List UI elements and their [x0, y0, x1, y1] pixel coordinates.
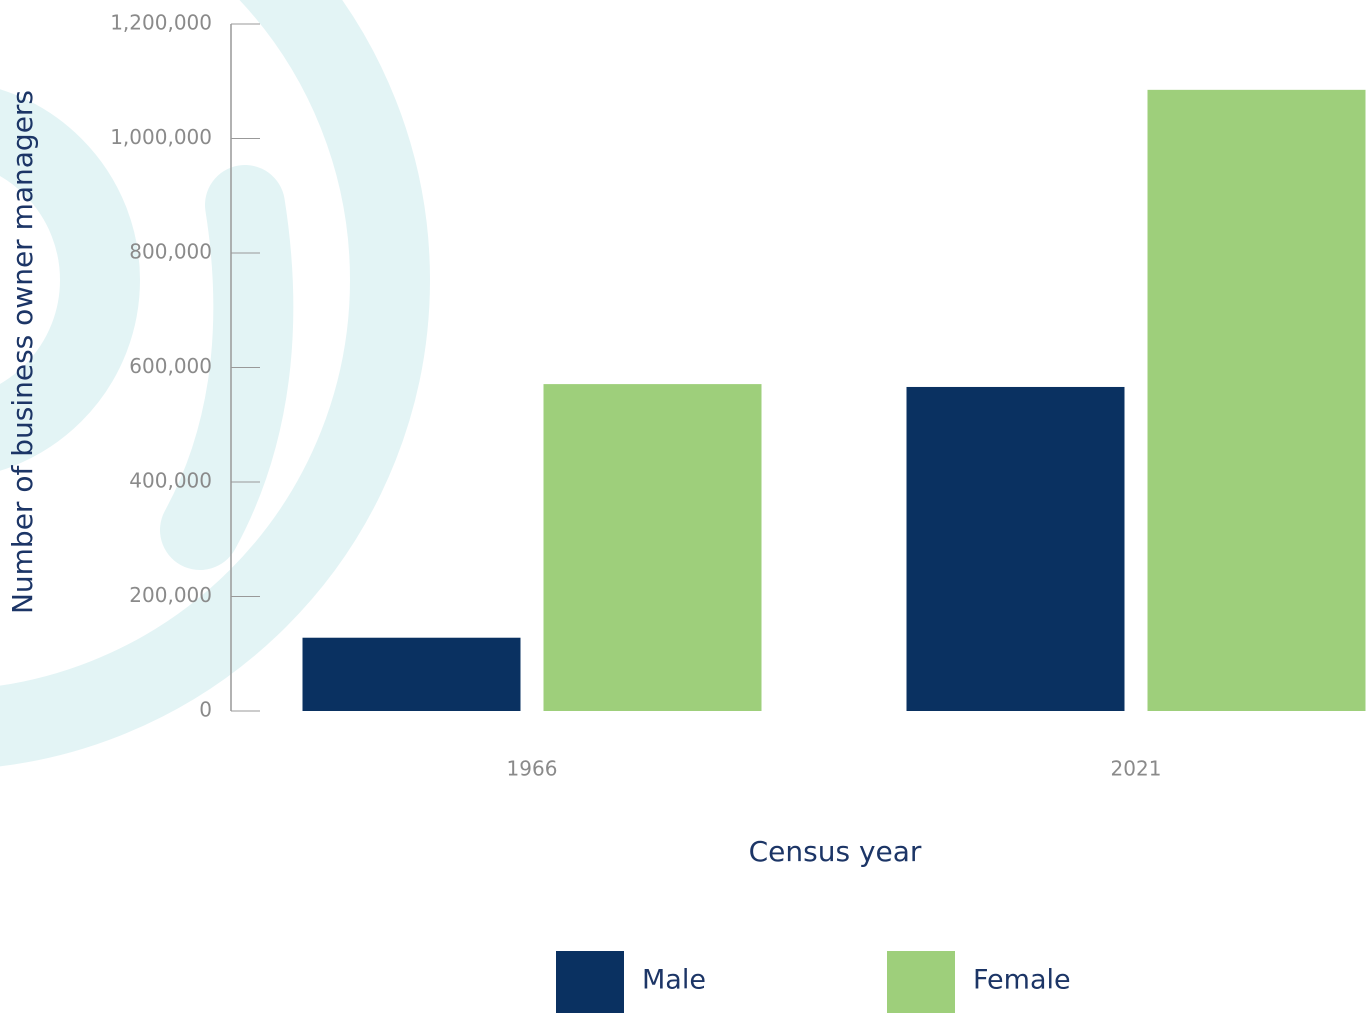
y-tick-label: 200,000	[129, 583, 212, 607]
y-tick-label: 0	[199, 698, 212, 722]
legend-label: Female	[973, 965, 1071, 996]
y-tick-label: 600,000	[129, 354, 212, 378]
y-tick-label: 800,000	[129, 240, 212, 264]
y-tick-label: 400,000	[129, 469, 212, 493]
legend-label: Male	[642, 965, 706, 996]
bar	[302, 637, 521, 711]
x-tick-label: 2021	[1111, 757, 1162, 781]
legend-swatch	[887, 951, 955, 1013]
y-tick-label: 1,000,000	[110, 125, 212, 149]
legend-swatch	[556, 951, 624, 1013]
y-tick-label: 1,200,000	[110, 11, 212, 35]
bar	[1147, 89, 1366, 711]
bar	[906, 386, 1125, 711]
background-decoration	[0, 0, 430, 767]
x-tick-label: 1966	[507, 757, 558, 781]
y-axis-title: Number of business owner managers	[6, 90, 39, 614]
bar	[543, 384, 762, 711]
x-axis-title: Census year	[749, 835, 922, 868]
